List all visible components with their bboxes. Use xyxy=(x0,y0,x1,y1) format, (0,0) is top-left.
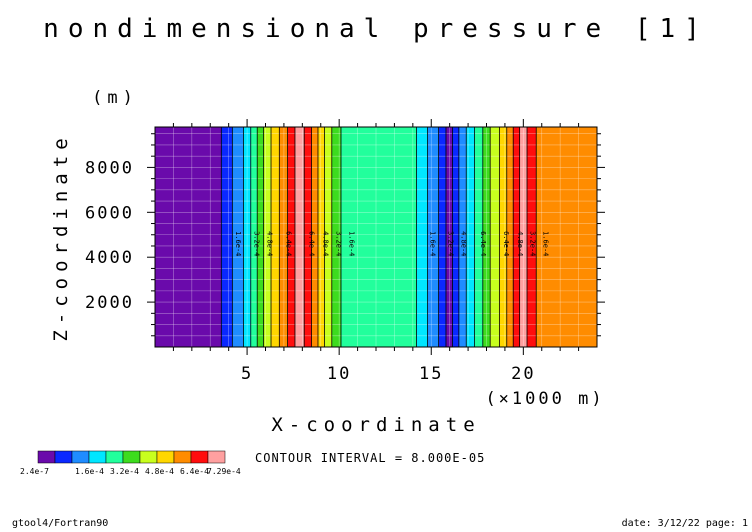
contour-label: 6.4e-4 xyxy=(479,231,487,256)
contour-band xyxy=(324,127,332,347)
y-axis-label: Z-coordinate xyxy=(50,132,72,341)
contour-band xyxy=(155,127,222,347)
contour-band xyxy=(304,127,312,347)
x-axis-unit: (×1000 m) xyxy=(485,389,604,409)
contour-band xyxy=(482,127,491,347)
y-tick-labels: 2000 4000 6000 8000 xyxy=(85,158,134,313)
contour-band xyxy=(287,127,295,347)
contour-band xyxy=(416,127,428,347)
colorbar-swatch xyxy=(105,450,124,464)
contour-bands xyxy=(155,127,597,347)
colorbar-label: 3.2e-4 xyxy=(110,467,139,476)
figure-title: nondimensional pressure [1] xyxy=(43,14,709,44)
contour-band xyxy=(513,127,520,347)
contour-interval: CONTOUR INTERVAL = 8.000E-05 xyxy=(255,451,485,465)
contour-label: 4.8e-4 xyxy=(516,231,524,256)
contour-band xyxy=(490,127,500,347)
contour-label: 1.6e-4 xyxy=(234,231,242,256)
y-tick-label: 6000 xyxy=(85,203,134,223)
contour-band xyxy=(452,127,459,347)
axis-ticks xyxy=(147,119,605,355)
colorbar-label: 1.6e-4 xyxy=(75,467,104,476)
x-tick-labels: 5 10 15 20 xyxy=(241,364,535,384)
contour-band xyxy=(466,127,475,347)
contour-band xyxy=(331,127,342,347)
contour-band xyxy=(263,127,272,347)
contour-label: 3.2e-4 xyxy=(252,231,260,256)
contour-band xyxy=(445,127,453,347)
contour-label: 4.8e-4 xyxy=(460,231,468,256)
colorbar-label: 2.4e-7 xyxy=(20,467,49,476)
contour-lines xyxy=(220,127,537,347)
colorbar-swatch xyxy=(156,450,175,464)
plot-grid xyxy=(155,127,597,347)
contour-band xyxy=(527,127,537,347)
colorbar-swatch xyxy=(190,450,209,464)
contour-band xyxy=(317,127,325,347)
contour-label: 1.6e-4 xyxy=(428,231,436,256)
contour-band xyxy=(519,127,528,347)
colorbar-labels: 2.4e-7 1.6e-4 3.2e-4 4.8e-4 6.4e-47.29e-4 xyxy=(20,467,241,476)
colorbar-swatch xyxy=(139,450,158,464)
colorbar-swatch xyxy=(88,450,107,464)
contour-label: 6.4e-4 xyxy=(285,231,293,256)
contour-band xyxy=(427,127,439,347)
contour-band xyxy=(221,127,233,347)
contour-label: 4.8e-4 xyxy=(265,231,273,256)
contour-band xyxy=(271,127,280,347)
colorbar-swatch xyxy=(71,450,90,464)
contour-label: 4.8e-4 xyxy=(322,231,330,256)
colorbar-label: 6.4e-4 xyxy=(180,467,209,476)
y-tick-label: 4000 xyxy=(85,248,134,268)
colorbar-swatch xyxy=(173,450,192,464)
colorbar-swatch xyxy=(122,450,141,464)
colorbar-swatch xyxy=(54,450,73,464)
y-tick-label: 8000 xyxy=(85,158,134,178)
contour-band xyxy=(506,127,514,347)
contour-label: 6.4e-4 xyxy=(502,231,510,256)
y-axis-unit: (m) xyxy=(92,88,138,108)
contour-band xyxy=(311,127,318,347)
contour-band xyxy=(438,127,446,347)
colorbar xyxy=(37,450,226,464)
colorbar-label: 7.29e-4 xyxy=(207,467,241,476)
footer-left: gtool4/Fortran90 xyxy=(12,518,108,529)
footer-right: date: 3/12/22 page: 1 xyxy=(622,518,748,529)
contour-band xyxy=(341,127,417,347)
contour-band xyxy=(536,127,597,347)
x-tick-label: 15 xyxy=(419,364,443,384)
contour-band xyxy=(458,127,467,347)
contour-label: 3.2e-4 xyxy=(529,231,537,256)
colorbar-label: 4.8e-4 xyxy=(145,467,174,476)
contour-label: 1.6e-4 xyxy=(542,231,550,256)
contour-band xyxy=(250,127,258,347)
colorbar-swatch xyxy=(37,450,56,464)
contour-band xyxy=(294,127,305,347)
contour-label: 1.6e-4 xyxy=(347,231,355,256)
contour-label: 6.4e-4 xyxy=(308,231,316,256)
contour-band xyxy=(499,127,507,347)
contour-band xyxy=(243,127,251,347)
contour-band xyxy=(257,127,264,347)
x-tick-label: 20 xyxy=(511,364,535,384)
contour-label: 3.2e-4 xyxy=(447,231,455,256)
contour-labels: 1.6e-4 3.2e-4 4.8e-4 6.4e-4 6.4e-4 4.8e-4 3.2e… xyxy=(234,231,550,256)
x-tick-label: 5 xyxy=(241,364,253,384)
colorbar-swatch xyxy=(207,450,226,464)
x-axis-label: X-coordinate xyxy=(271,414,480,436)
x-tick-label: 10 xyxy=(327,364,351,384)
contour-band xyxy=(232,127,244,347)
contour-label: 3.2e-4 xyxy=(334,231,342,256)
y-tick-label: 2000 xyxy=(85,293,134,313)
contour-band xyxy=(279,127,288,347)
contour-band xyxy=(474,127,483,347)
